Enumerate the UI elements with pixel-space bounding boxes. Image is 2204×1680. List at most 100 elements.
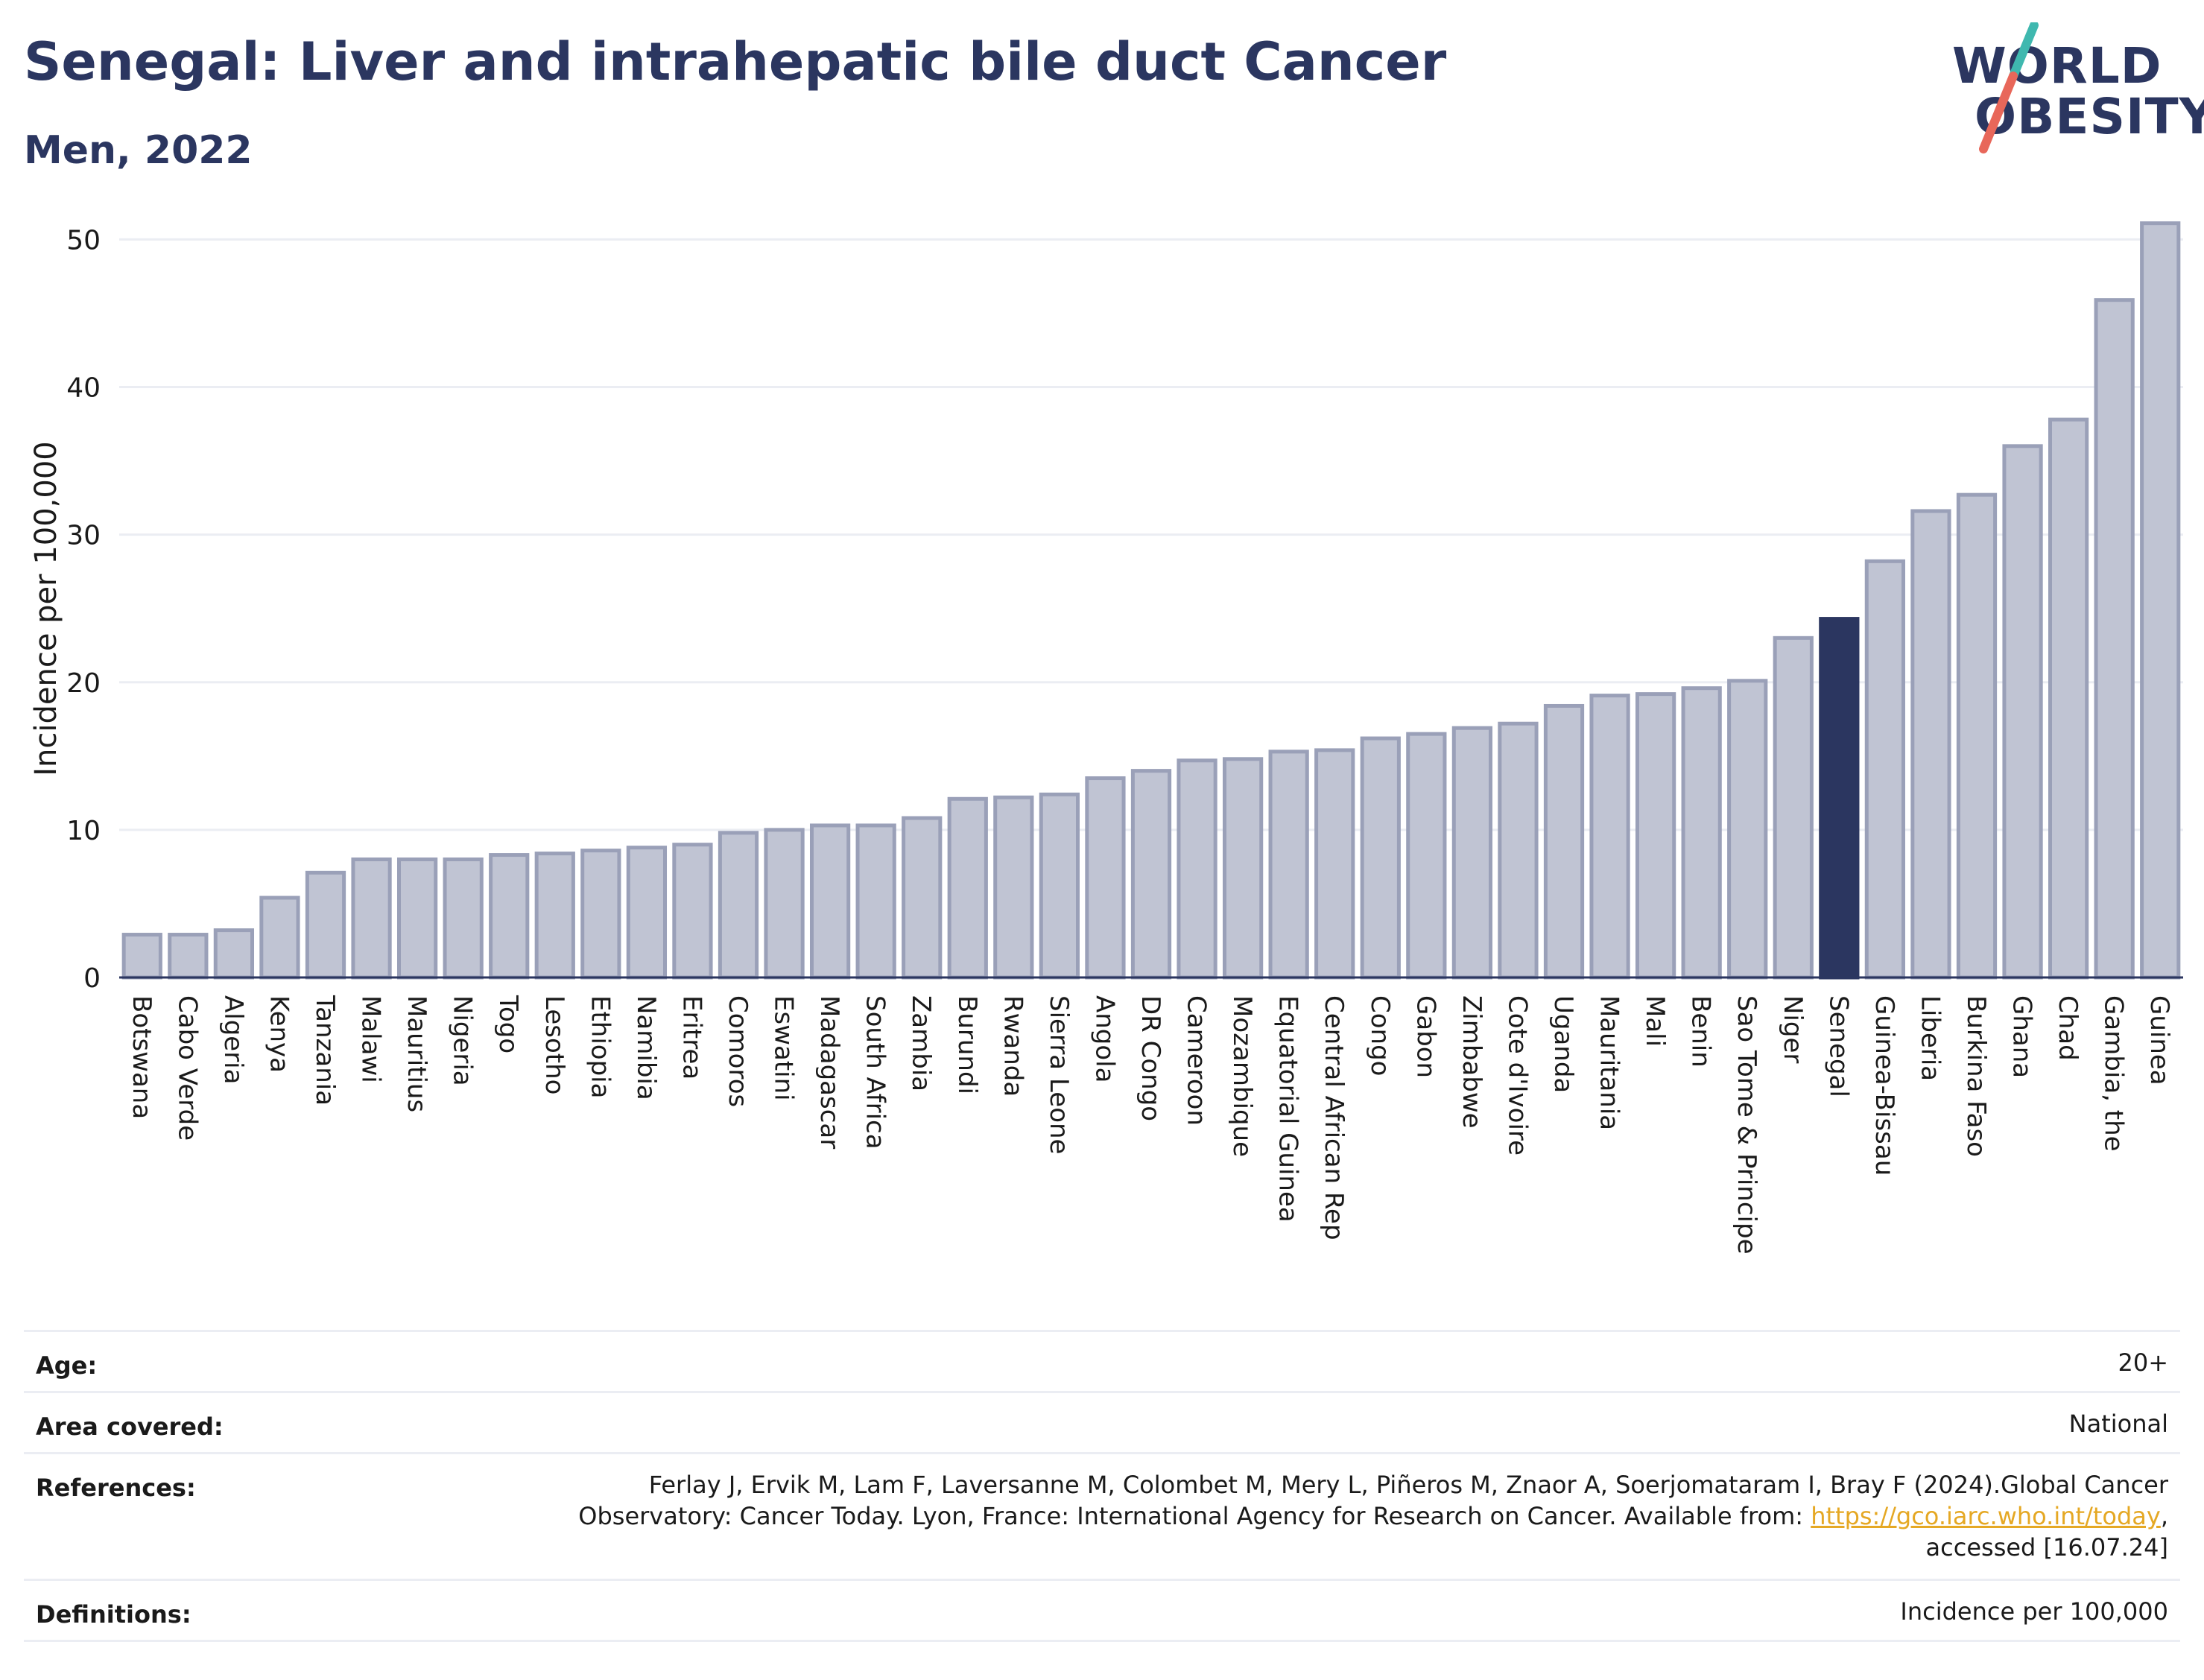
- bar: [1910, 509, 1951, 980]
- bar: [168, 933, 209, 980]
- y-tick-label: 50: [66, 225, 101, 256]
- x-tick-label: Congo: [1365, 995, 1395, 1076]
- x-tick-label: Madagascar: [814, 995, 844, 1149]
- bar: [1177, 758, 1217, 980]
- meta-row-references: References: Ferlay J, Ervik M, Lam F, La…: [24, 1452, 2180, 1581]
- y-tick-label: 30: [66, 521, 101, 551]
- x-tick-label: Niger: [1778, 995, 1808, 1063]
- references-line2-text: Observatory: Cancer Today. Lyon, France:…: [578, 1502, 1811, 1530]
- meta-bottom-rule: [24, 1640, 2180, 1642]
- bar: [1543, 703, 1585, 980]
- x-tick-label: Mauritania: [1595, 995, 1624, 1130]
- meta-row-age: Age: 20+: [24, 1330, 2180, 1393]
- x-tick-label: Mauritius: [402, 995, 431, 1112]
- x-tick-label: Ghana: [2007, 995, 2037, 1078]
- x-tick-label: Uganda: [1548, 995, 1578, 1093]
- bar: [1314, 748, 1355, 980]
- bar: [764, 828, 805, 980]
- meta-row-area: Area covered: National: [24, 1391, 2180, 1454]
- y-axis-label: Incidence per 100,000: [29, 441, 63, 776]
- x-tick-label: Cote d'Ivoire: [1502, 995, 1532, 1156]
- x-axis-labels: Botswana Cabo Verde Algeria Kenya Tanzania Ma…: [127, 995, 2174, 1255]
- references-line2: Observatory: Cancer Today. Lyon, France:…: [305, 1500, 2168, 1532]
- bar: [809, 823, 851, 980]
- x-tick-label: Mozambique: [1227, 995, 1257, 1157]
- references-line3: accessed [16.07.24]: [1925, 1533, 2168, 1562]
- bar: [1956, 492, 1998, 980]
- bar: [580, 849, 621, 980]
- bar: [351, 858, 392, 980]
- bar-chart: 0 10 20 30 40 50 Botswana Cabo Verde Algeria Ken…: [29, 221, 2183, 1255]
- x-tick-label: Cabo Verde: [172, 995, 202, 1141]
- y-tick-label: 20: [66, 668, 101, 699]
- x-tick-label: Guinea: [2144, 995, 2174, 1085]
- bar: [672, 843, 713, 980]
- bar: [396, 858, 438, 980]
- age-label: Age:: [36, 1351, 98, 1380]
- bar: [1360, 736, 1401, 980]
- y-tick-label: 10: [66, 816, 101, 846]
- bar: [534, 852, 575, 980]
- y-tick-label: 0: [83, 963, 101, 994]
- x-tick-label: Chad: [2053, 995, 2083, 1061]
- references-label: References:: [36, 1474, 196, 1502]
- bar: [1727, 679, 1768, 980]
- references-link[interactable]: https://gco.iarc.who.int/today: [1811, 1502, 2161, 1530]
- bar: [259, 896, 300, 980]
- bar: [305, 870, 346, 980]
- x-tick-label: Namibia: [631, 995, 661, 1100]
- x-tick-label: Lesotho: [539, 995, 569, 1094]
- x-tick-label: Togo: [493, 995, 523, 1053]
- chart-subtitle: Men, 2022: [24, 128, 253, 173]
- references-value: Ferlay J, Ervik M, Lam F, Laversanne M, …: [305, 1469, 2168, 1563]
- area-value: National: [2068, 1410, 2168, 1438]
- bar: [626, 846, 668, 980]
- x-tick-label: Zimbabwe: [1457, 995, 1486, 1129]
- bar: [1039, 792, 1080, 980]
- logo-text-line1: WORLD: [1952, 37, 2162, 95]
- age-value: 20+: [2118, 1348, 2168, 1377]
- bar: [1222, 757, 1264, 980]
- logo-text-line2: OBESITY: [1975, 88, 2204, 145]
- y-tick-label: 40: [66, 373, 101, 404]
- x-tick-label: Benin: [1686, 995, 1716, 1068]
- bar: [489, 853, 530, 980]
- bar: [1681, 686, 1722, 980]
- world-obesity-logo: WORLD OBESITY: [1937, 22, 2204, 156]
- x-tick-label: DR Congo: [1136, 995, 1165, 1121]
- bar: [1589, 694, 1630, 980]
- bar: [1406, 732, 1447, 980]
- references-line1: Ferlay J, Ervik M, Lam F, Laversanne M, …: [648, 1471, 2168, 1499]
- x-tick-label: Tanzania: [310, 995, 340, 1106]
- x-tick-label: Sierra Leone: [1044, 995, 1074, 1154]
- references-line2-comma: ,: [2160, 1502, 2168, 1530]
- logo-slash-icon: [1979, 22, 2039, 153]
- x-tick-label: Algeria: [218, 995, 248, 1084]
- bar: [213, 928, 255, 980]
- definitions-value: Incidence per 100,000: [1900, 1597, 2168, 1626]
- x-tick-label: Kenya: [264, 995, 294, 1073]
- area-label: Area covered:: [36, 1413, 224, 1441]
- x-tick-label: Guinea-Bissau: [1869, 995, 1899, 1176]
- bar: [2002, 444, 2043, 980]
- bar: [1864, 559, 1906, 980]
- bar: [443, 858, 484, 980]
- x-tick-label: Botswana: [127, 995, 156, 1119]
- x-tick-label: Zambia: [906, 995, 936, 1091]
- x-tick-label: Mali: [1640, 995, 1670, 1047]
- bars: [121, 221, 2181, 980]
- bar: [1451, 726, 1493, 980]
- definitions-label: Definitions:: [36, 1600, 191, 1629]
- x-tick-label: Senegal: [1823, 995, 1853, 1097]
- x-tick-label: Gabon: [1410, 995, 1440, 1078]
- x-tick-label: Angola: [1089, 995, 1119, 1083]
- bar: [855, 823, 896, 980]
- meta-row-definitions: Definitions: Incidence per 100,000: [24, 1579, 2180, 1642]
- bar: [2140, 221, 2181, 980]
- bar: [1498, 721, 1539, 980]
- x-tick-label: Burkina Faso: [1961, 995, 1991, 1157]
- x-tick-label: Cameroon: [1182, 995, 1212, 1126]
- bar: [2048, 417, 2089, 980]
- x-tick-label: Sao Tome & Principe: [1732, 995, 1761, 1255]
- bar: [1635, 692, 1676, 980]
